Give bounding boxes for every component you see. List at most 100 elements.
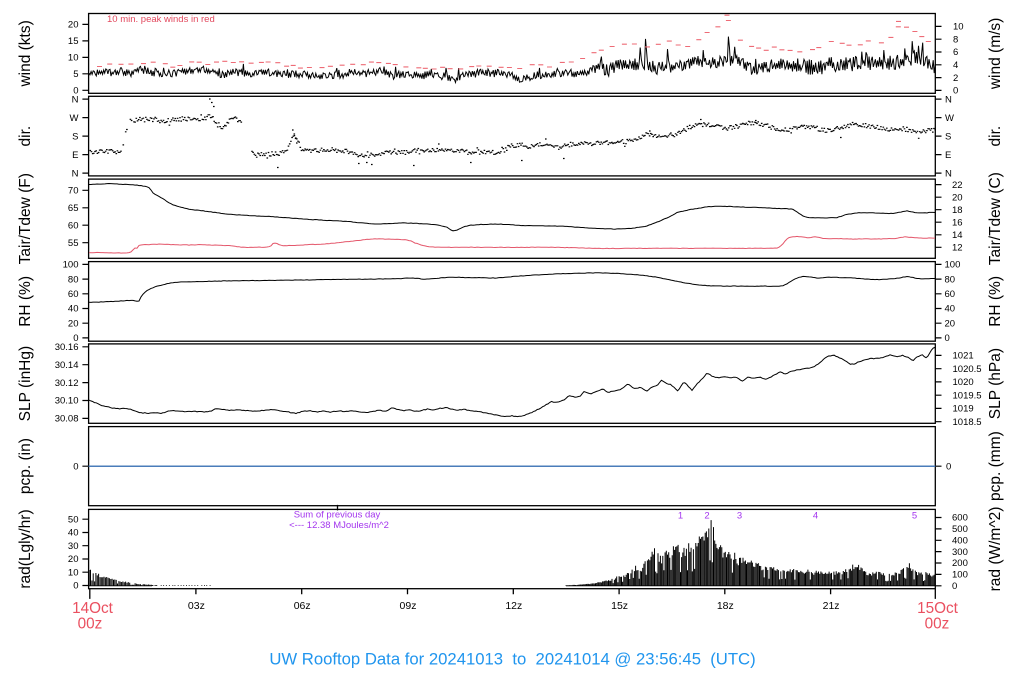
svg-text:15Oct: 15Oct bbox=[917, 600, 959, 617]
svg-text:S: S bbox=[72, 131, 78, 142]
svg-text:20: 20 bbox=[68, 318, 79, 329]
svg-text:UW Rooftop Data for 20241013: UW Rooftop Data for 20241013 to 20241014… bbox=[269, 650, 755, 669]
svg-text:65: 65 bbox=[68, 203, 79, 214]
svg-text:E: E bbox=[945, 150, 951, 161]
svg-text:0: 0 bbox=[73, 333, 78, 344]
svg-text:40: 40 bbox=[68, 304, 79, 315]
svg-text:8: 8 bbox=[953, 34, 958, 45]
svg-text:1019.5: 1019.5 bbox=[953, 390, 982, 401]
svg-text:0: 0 bbox=[952, 581, 957, 592]
svg-text:5: 5 bbox=[73, 69, 78, 80]
svg-text:10: 10 bbox=[68, 53, 79, 64]
svg-text:rad (W/m^2): rad (W/m^2) bbox=[987, 507, 1004, 592]
svg-text:N: N bbox=[72, 168, 79, 179]
svg-text:1018.5: 1018.5 bbox=[953, 417, 982, 428]
svg-text:55: 55 bbox=[68, 238, 79, 249]
svg-text:70: 70 bbox=[68, 186, 79, 197]
svg-text:500: 500 bbox=[952, 524, 968, 535]
svg-text:W: W bbox=[945, 113, 954, 124]
svg-text:1020.5: 1020.5 bbox=[953, 364, 982, 375]
svg-text:E: E bbox=[72, 150, 78, 161]
svg-text:50: 50 bbox=[68, 514, 79, 525]
svg-text:wind (kts): wind (kts) bbox=[17, 20, 34, 87]
svg-text:1021: 1021 bbox=[953, 351, 974, 362]
svg-text:18z: 18z bbox=[717, 600, 734, 612]
svg-text:15z: 15z bbox=[611, 600, 628, 612]
svg-text:5: 5 bbox=[912, 511, 917, 522]
svg-text:30.08: 30.08 bbox=[55, 414, 79, 425]
svg-text:30.16: 30.16 bbox=[55, 342, 79, 353]
svg-text:30.10: 30.10 bbox=[55, 396, 79, 407]
svg-text:pcp. (in): pcp. (in) bbox=[17, 438, 34, 494]
svg-text:06z: 06z bbox=[294, 600, 311, 612]
svg-text:00z: 00z bbox=[78, 616, 103, 633]
svg-text:0: 0 bbox=[73, 86, 78, 97]
svg-text:400: 400 bbox=[952, 536, 968, 547]
svg-text:20: 20 bbox=[945, 318, 956, 329]
svg-text:12z: 12z bbox=[505, 600, 522, 612]
svg-text:10 min. peak winds in red: 10 min. peak winds in red bbox=[107, 14, 215, 25]
svg-text:300: 300 bbox=[952, 547, 968, 558]
svg-text:40: 40 bbox=[945, 304, 956, 315]
svg-text:N: N bbox=[72, 94, 79, 105]
svg-text:pcp. (mm): pcp. (mm) bbox=[987, 431, 1004, 501]
svg-text:RH (%): RH (%) bbox=[987, 276, 1004, 327]
svg-text:100: 100 bbox=[945, 260, 961, 271]
svg-text:SLP (inHg): SLP (inHg) bbox=[17, 346, 34, 422]
svg-text:4: 4 bbox=[813, 511, 818, 522]
svg-text:10: 10 bbox=[68, 567, 79, 578]
svg-text:40: 40 bbox=[68, 528, 79, 539]
svg-text:100: 100 bbox=[63, 260, 79, 271]
svg-text:15: 15 bbox=[68, 36, 79, 47]
svg-text:80: 80 bbox=[945, 274, 956, 285]
svg-text:0: 0 bbox=[953, 86, 958, 97]
svg-text:200: 200 bbox=[952, 558, 968, 569]
svg-text:6: 6 bbox=[953, 47, 958, 58]
svg-text:600: 600 bbox=[952, 513, 968, 524]
svg-text:1: 1 bbox=[678, 511, 683, 522]
svg-text:09z: 09z bbox=[400, 600, 417, 612]
svg-text:14Oct: 14Oct bbox=[72, 600, 114, 617]
svg-text:0: 0 bbox=[73, 461, 78, 472]
svg-text:20: 20 bbox=[68, 20, 79, 31]
svg-text:00z: 00z bbox=[925, 616, 950, 633]
svg-text:60: 60 bbox=[945, 289, 956, 300]
svg-text:0: 0 bbox=[945, 333, 950, 344]
svg-text:1020: 1020 bbox=[953, 377, 974, 388]
svg-text:10: 10 bbox=[953, 22, 964, 33]
svg-text:16: 16 bbox=[952, 217, 963, 228]
svg-text:4: 4 bbox=[953, 60, 958, 71]
svg-text:3: 3 bbox=[737, 511, 742, 522]
svg-text:Tair/Tdew (F): Tair/Tdew (F) bbox=[17, 173, 34, 264]
svg-text:18: 18 bbox=[952, 205, 963, 216]
svg-text:<--- 12.38 MJoules/m^2: <--- 12.38 MJoules/m^2 bbox=[289, 520, 389, 531]
svg-text:14: 14 bbox=[952, 230, 963, 241]
svg-text:20: 20 bbox=[68, 554, 79, 565]
svg-text:dir.: dir. bbox=[987, 126, 1004, 147]
svg-text:20: 20 bbox=[952, 192, 963, 203]
svg-text:100: 100 bbox=[952, 570, 968, 581]
svg-text:Tair/Tdew (C): Tair/Tdew (C) bbox=[987, 172, 1004, 265]
svg-text:RH (%): RH (%) bbox=[17, 276, 34, 327]
svg-text:SLP (hPa): SLP (hPa) bbox=[987, 348, 1004, 419]
svg-text:22: 22 bbox=[952, 180, 963, 191]
svg-text:rad(Lgly/hr): rad(Lgly/hr) bbox=[17, 509, 34, 588]
svg-text:30.14: 30.14 bbox=[55, 360, 79, 371]
svg-text:2: 2 bbox=[704, 511, 709, 522]
svg-text:N: N bbox=[945, 168, 952, 179]
svg-text:12: 12 bbox=[952, 243, 963, 254]
svg-text:1019: 1019 bbox=[953, 404, 974, 415]
svg-text:03z: 03z bbox=[188, 600, 205, 612]
svg-text:0: 0 bbox=[946, 461, 951, 472]
svg-text:0: 0 bbox=[73, 581, 78, 592]
svg-text:N: N bbox=[945, 94, 952, 105]
svg-text:30: 30 bbox=[68, 541, 79, 552]
svg-text:dir.: dir. bbox=[17, 126, 34, 147]
svg-text:80: 80 bbox=[68, 274, 79, 285]
svg-text:60: 60 bbox=[68, 289, 79, 300]
svg-text:S: S bbox=[945, 131, 951, 142]
svg-text:21z: 21z bbox=[823, 600, 840, 612]
svg-text:2: 2 bbox=[953, 73, 958, 84]
svg-text:60: 60 bbox=[68, 220, 79, 231]
svg-text:Sum of previous day: Sum of previous day bbox=[294, 510, 381, 521]
